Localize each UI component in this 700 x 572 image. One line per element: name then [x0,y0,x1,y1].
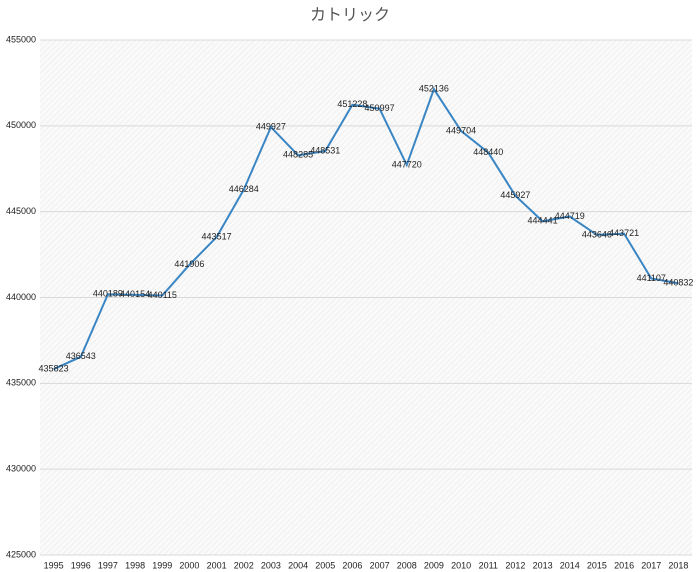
data-label: 452136 [419,84,449,94]
x-tick-label: 2008 [397,560,417,570]
line [53,86,679,371]
x-tick-label: 2011 [479,560,498,570]
data-label: 440154 [120,289,150,299]
x-tick-label: 2013 [533,560,553,570]
y-tick-label: 435000 [6,378,36,388]
x-tick-label: 2009 [424,560,444,570]
data-label: 444719 [555,211,585,221]
x-tick-label: 2018 [668,560,688,570]
x-tick-label: 2010 [451,560,471,570]
data-label: 436543 [66,351,96,361]
x-tick-label: 2014 [560,560,580,570]
x-tick-label: 2004 [288,560,308,570]
data-label: 450997 [365,103,395,113]
x-tick-label: 2000 [179,560,199,570]
x-tick-label: 2012 [505,560,525,570]
x-tick-label: 2007 [370,560,390,570]
data-label: 440189 [93,289,123,299]
data-label: 440832 [663,278,693,288]
x-tick-label: 2006 [342,560,362,570]
data-label: 443517 [202,231,232,241]
data-label: 440115 [148,290,177,300]
x-tick-label: 1995 [44,560,64,570]
y-tick-label: 430000 [6,464,36,474]
x-tick-label: 2001 [207,560,227,570]
x-tick-label: 1999 [152,560,172,570]
data-label: 443646 [582,229,612,239]
data-label: 445927 [500,190,530,200]
data-label: 448531 [310,145,340,155]
x-tick-label: 1996 [71,560,91,570]
data-label: 449927 [256,121,286,131]
x-tick-label: 2005 [315,560,335,570]
data-label: 444441 [528,216,558,226]
y-tick-label: 445000 [6,206,36,216]
x-tick-label: 2002 [234,560,254,570]
chart-title: カトリック [310,6,390,24]
data-label: 448285 [283,150,313,160]
data-label: 443721 [609,228,639,238]
y-tick-label: 440000 [6,292,36,302]
y-tick-label: 425000 [6,549,36,559]
x-tick-label: 1998 [125,560,145,570]
data-label: 435823 [39,364,69,374]
x-tick-label: 2003 [261,560,281,570]
x-tick-label: 1997 [98,560,118,570]
data-label: 441107 [637,273,666,283]
data-label: 451228 [337,99,367,109]
data-label: 446284 [229,184,259,194]
y-tick-label: 450000 [6,120,36,130]
y-tick-label: 455000 [6,34,36,44]
data-label: 448440 [473,147,503,157]
data-label: 441906 [174,259,204,269]
x-tick-label: 2017 [641,560,661,570]
data-label: 449704 [446,125,476,135]
x-tick-label: 2016 [614,560,634,570]
data-label: 447720 [392,159,422,169]
x-tick-label: 2015 [587,560,607,570]
